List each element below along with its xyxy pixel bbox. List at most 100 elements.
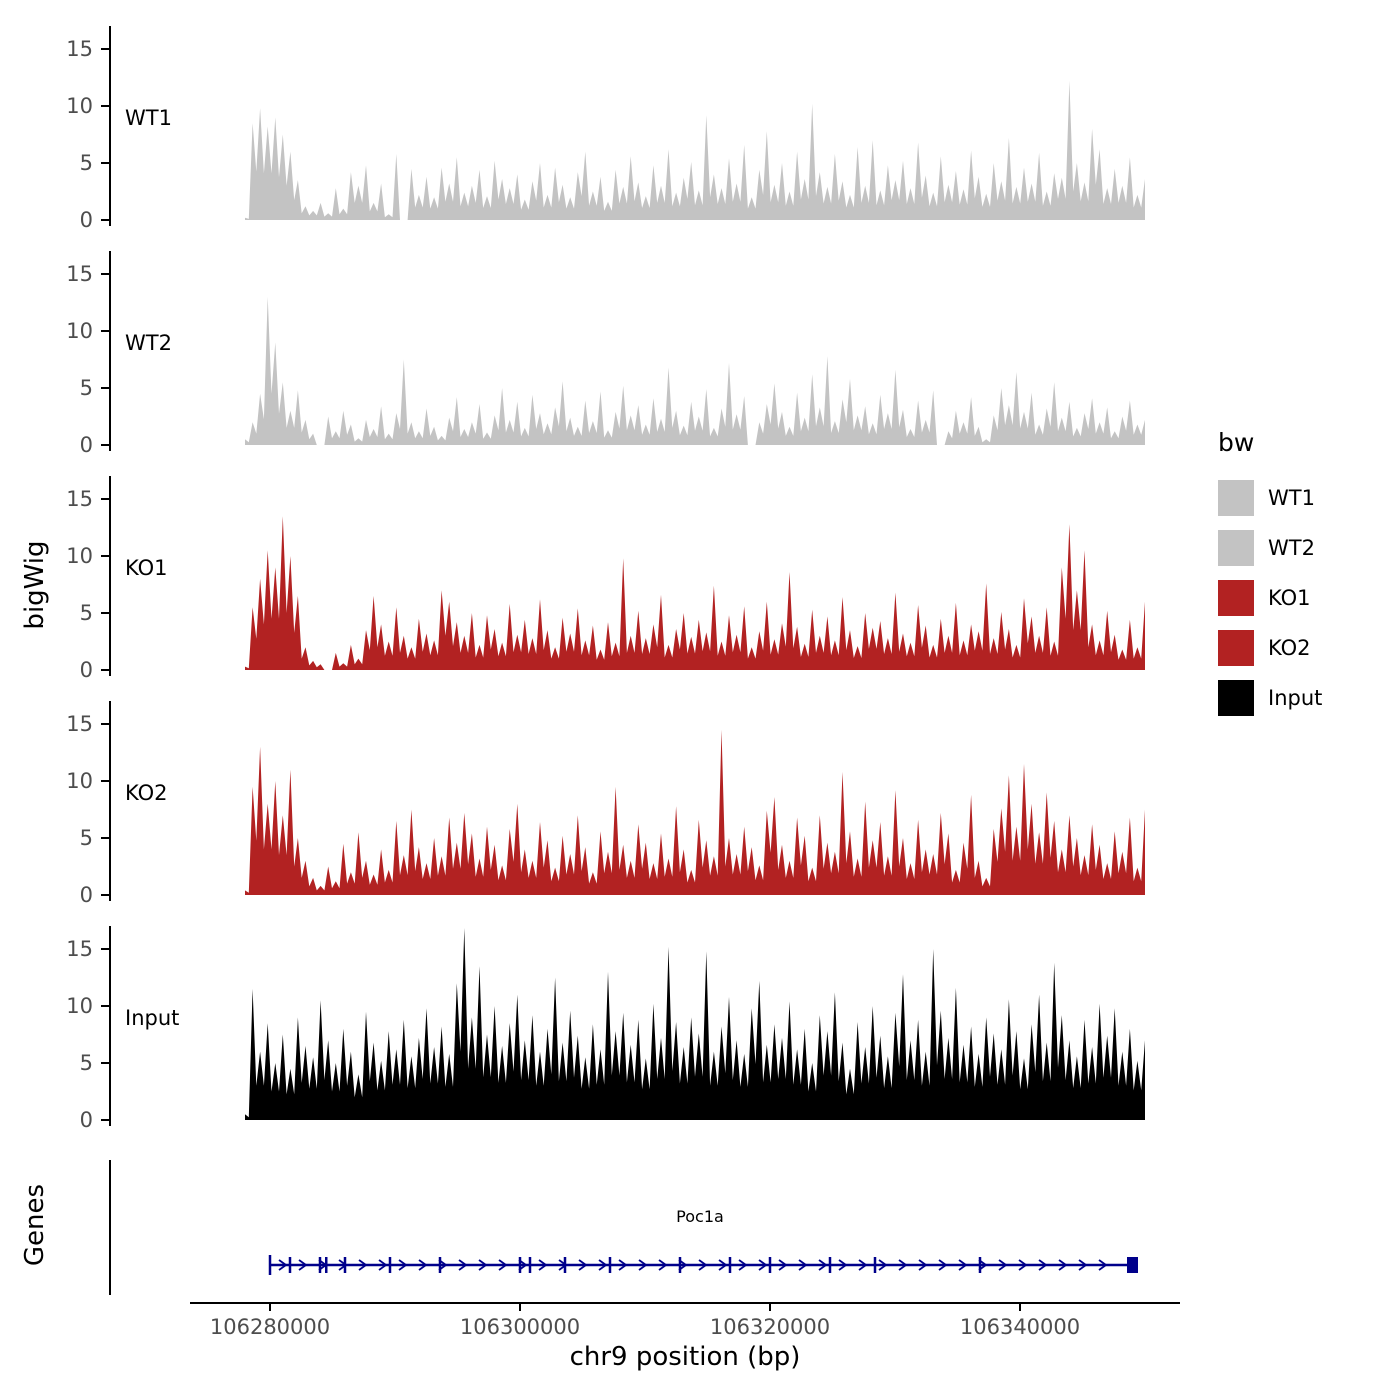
strand-arrow-icon (618, 1259, 628, 1271)
track-panel-ko1: 0 5 10 15 KO1 (66, 476, 1145, 680)
y-tick-label: 5 (80, 1051, 93, 1075)
track-panel-wt2: 0 5 10 15 WT2 (66, 251, 1145, 455)
y-tick-label: 5 (80, 601, 93, 625)
legend-swatch (1218, 530, 1254, 566)
strand-arrow-icon (438, 1259, 448, 1271)
legend-item-input: Input (1218, 673, 1322, 723)
legend-items: WT1 WT2 KO1 KO2 Input (1218, 473, 1322, 723)
legend-item-wt2: WT2 (1218, 523, 1322, 573)
strand-arrow-icon (638, 1259, 648, 1271)
y-tick-label: 0 (80, 1108, 93, 1130)
strand-arrow-icon (658, 1259, 668, 1271)
legend-swatch (1218, 630, 1254, 666)
legend-label: KO1 (1268, 586, 1311, 610)
strand-arrow-icon (1058, 1259, 1068, 1271)
strand-arrow-icon (758, 1259, 768, 1271)
track-label: KO2 (125, 781, 168, 805)
strand-arrow-icon (478, 1259, 488, 1271)
strand-arrow-icon (598, 1259, 608, 1271)
y-tick-label: 0 (80, 658, 93, 680)
x-tick-label: 106340000 (960, 1315, 1080, 1339)
strand-arrow-icon (878, 1259, 888, 1271)
strand-arrow-icon (738, 1259, 748, 1271)
strand-arrow-icon (678, 1259, 688, 1271)
y-tick-label: 0 (80, 433, 93, 455)
y-tick-label: 10 (66, 319, 93, 343)
strand-arrow-icon (898, 1259, 908, 1271)
y-tick-label: 5 (80, 826, 93, 850)
strand-arrow-icon (1078, 1259, 1088, 1271)
gene-name-label: Poc1a (676, 1207, 724, 1226)
track-label: Input (125, 1006, 179, 1030)
legend-label: KO2 (1268, 636, 1311, 660)
y-tick-label: 0 (80, 208, 93, 230)
x-tick-label: 106300000 (460, 1315, 580, 1339)
strand-arrow-icon (1098, 1259, 1108, 1271)
strand-arrow-icon (798, 1259, 808, 1271)
legend: bw WT1 WT2 KO1 KO2 Input (1218, 428, 1322, 723)
track-panel-wt1: 0 5 10 15 WT1 (66, 26, 1145, 230)
legend-swatch (1218, 480, 1254, 516)
legend-swatch (1218, 580, 1254, 616)
coverage-area-wt1 (245, 80, 1145, 221)
strand-arrow-icon (518, 1259, 528, 1271)
strand-arrow-icon (378, 1259, 388, 1271)
legend-item-wt1: WT1 (1218, 473, 1322, 523)
strand-arrow-icon (918, 1259, 928, 1271)
strand-arrow-icon (698, 1259, 708, 1271)
strand-arrow-icon (358, 1259, 368, 1271)
y-tick-label: 0 (80, 883, 93, 905)
strand-arrow-icon (938, 1259, 948, 1271)
y-tick-label: 10 (66, 94, 93, 118)
x-tick-label: 106280000 (210, 1315, 330, 1339)
strand-arrow-icon (818, 1259, 828, 1271)
x-axis: 106280000 106300000 106320000 106340000 (0, 1296, 1400, 1356)
strand-arrow-icon (398, 1259, 408, 1271)
track-label: WT2 (125, 331, 172, 355)
coverage-area-ko2 (245, 729, 1145, 895)
y-tick-label: 15 (66, 37, 93, 61)
y-tick-label: 15 (66, 712, 93, 736)
strand-arrow-icon (418, 1259, 428, 1271)
strand-arrow-icon (1038, 1259, 1048, 1271)
track-panel-ko2: 0 5 10 15 KO2 (66, 701, 1145, 905)
track-panels: 0 5 10 15 WT1 0 5 10 15 WT2 0 5 10 15 KO1 0 5 10 15 KO2 0 5 10… (66, 26, 1145, 1130)
y-tick-label: 15 (66, 487, 93, 511)
strand-arrow-icon (958, 1259, 968, 1271)
y-tick-label: 10 (66, 544, 93, 568)
y-tick-label: 5 (80, 376, 93, 400)
strand-arrow-icon (578, 1259, 588, 1271)
y-tick-label: 10 (66, 994, 93, 1018)
y-tick-label: 10 (66, 769, 93, 793)
gene-end-exon (1127, 1257, 1138, 1273)
legend-label: WT2 (1268, 536, 1315, 560)
strand-arrow-icon (278, 1259, 288, 1271)
strand-arrow-icon (858, 1259, 868, 1271)
legend-title: bw (1218, 428, 1255, 457)
coverage-area-input (245, 928, 1145, 1120)
y-tick-label: 15 (66, 262, 93, 286)
strand-arrow-icon (838, 1259, 848, 1271)
legend-item-ko1: KO1 (1218, 573, 1322, 623)
strand-arrow-icon (538, 1259, 548, 1271)
strand-arrow-icon (998, 1259, 1008, 1271)
legend-label: Input (1268, 686, 1323, 710)
genes-panel: Poc1a (0, 1150, 1400, 1300)
strand-arrow-icon (778, 1259, 788, 1271)
y-tick-label: 15 (66, 937, 93, 961)
coverage-area-wt2 (245, 296, 1145, 445)
strand-arrow-icon (978, 1259, 988, 1271)
x-axis-title: chr9 position (bp) (569, 1342, 801, 1372)
legend-label: WT1 (1268, 486, 1315, 510)
legend-swatch (1218, 680, 1254, 716)
legend-item-ko2: KO2 (1218, 623, 1322, 673)
track-label: KO1 (125, 556, 168, 580)
gene-track: Poc1a (109, 1160, 1138, 1295)
coverage-area-ko1 (245, 516, 1145, 670)
strand-arrow-icon (458, 1259, 468, 1271)
track-panel-input: 0 5 10 15 Input (66, 926, 1145, 1130)
strand-arrow-icon (1018, 1259, 1028, 1271)
x-tick-label: 106320000 (710, 1315, 830, 1339)
track-label: WT1 (125, 106, 172, 130)
